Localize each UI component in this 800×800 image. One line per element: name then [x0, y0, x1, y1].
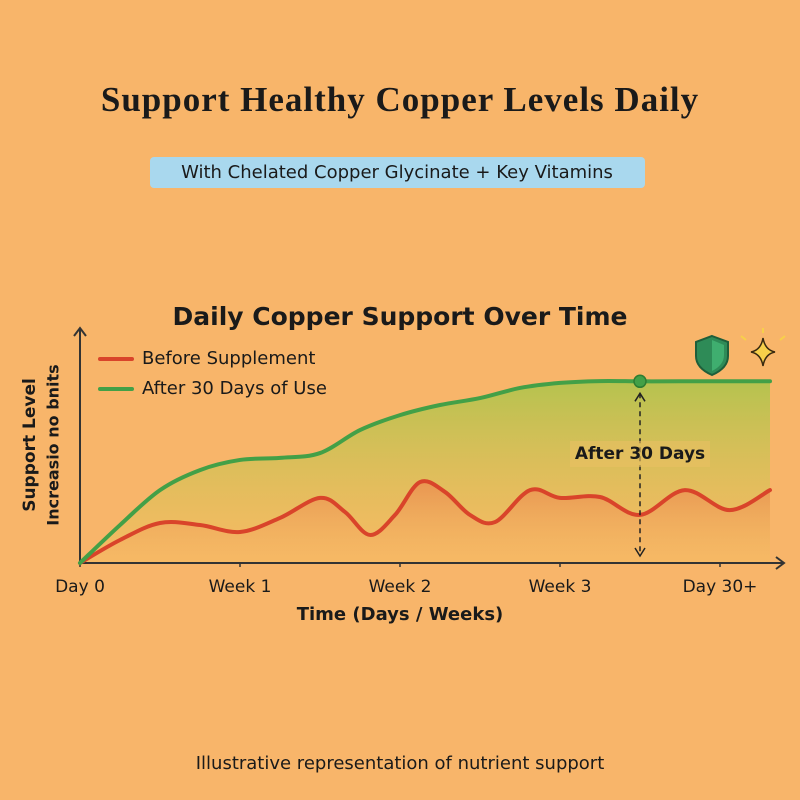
- annotation-bg: [570, 441, 710, 467]
- subtitle-box: [150, 157, 645, 188]
- legend-label: After 30 Days of Use: [142, 378, 327, 399]
- area-fill: [80, 481, 770, 563]
- annotation-arrow-down: [634, 547, 646, 558]
- highlight-point: [633, 374, 647, 389]
- x-tick-label: Week 1: [209, 577, 272, 597]
- line-series: [78, 479, 772, 565]
- page-title: Support Healthy Copper Levels Daily: [101, 80, 699, 119]
- y-axis-subtitle: Increasio no bnits: [44, 364, 63, 525]
- x-tick-label: Week 3: [529, 577, 592, 597]
- x-tick-label: Week 2: [369, 577, 432, 597]
- subtitle: With Chelated Copper Glycinate + Key Vit…: [181, 162, 613, 183]
- y-axis-title: Support Level: [20, 378, 40, 512]
- x-axis-arrow: [775, 556, 786, 570]
- x-tick-label: Day 0: [55, 577, 105, 597]
- legend-label: Before Supplement: [142, 348, 315, 369]
- annotation-arrow-up: [634, 391, 646, 402]
- x-axis-title: Time (Days / Weeks): [297, 604, 504, 625]
- y-axis-arrow: [73, 326, 87, 337]
- footer: Illustrative representation of nutrient …: [196, 753, 605, 774]
- sparkle-icon: [740, 328, 786, 367]
- chart-title: Daily Copper Support Over Time: [173, 302, 628, 331]
- shield-icon: [695, 334, 729, 377]
- annotation: After 30 Days: [575, 444, 705, 464]
- line-series: [78, 378, 772, 565]
- x-tick-label: Day 30+: [683, 577, 758, 597]
